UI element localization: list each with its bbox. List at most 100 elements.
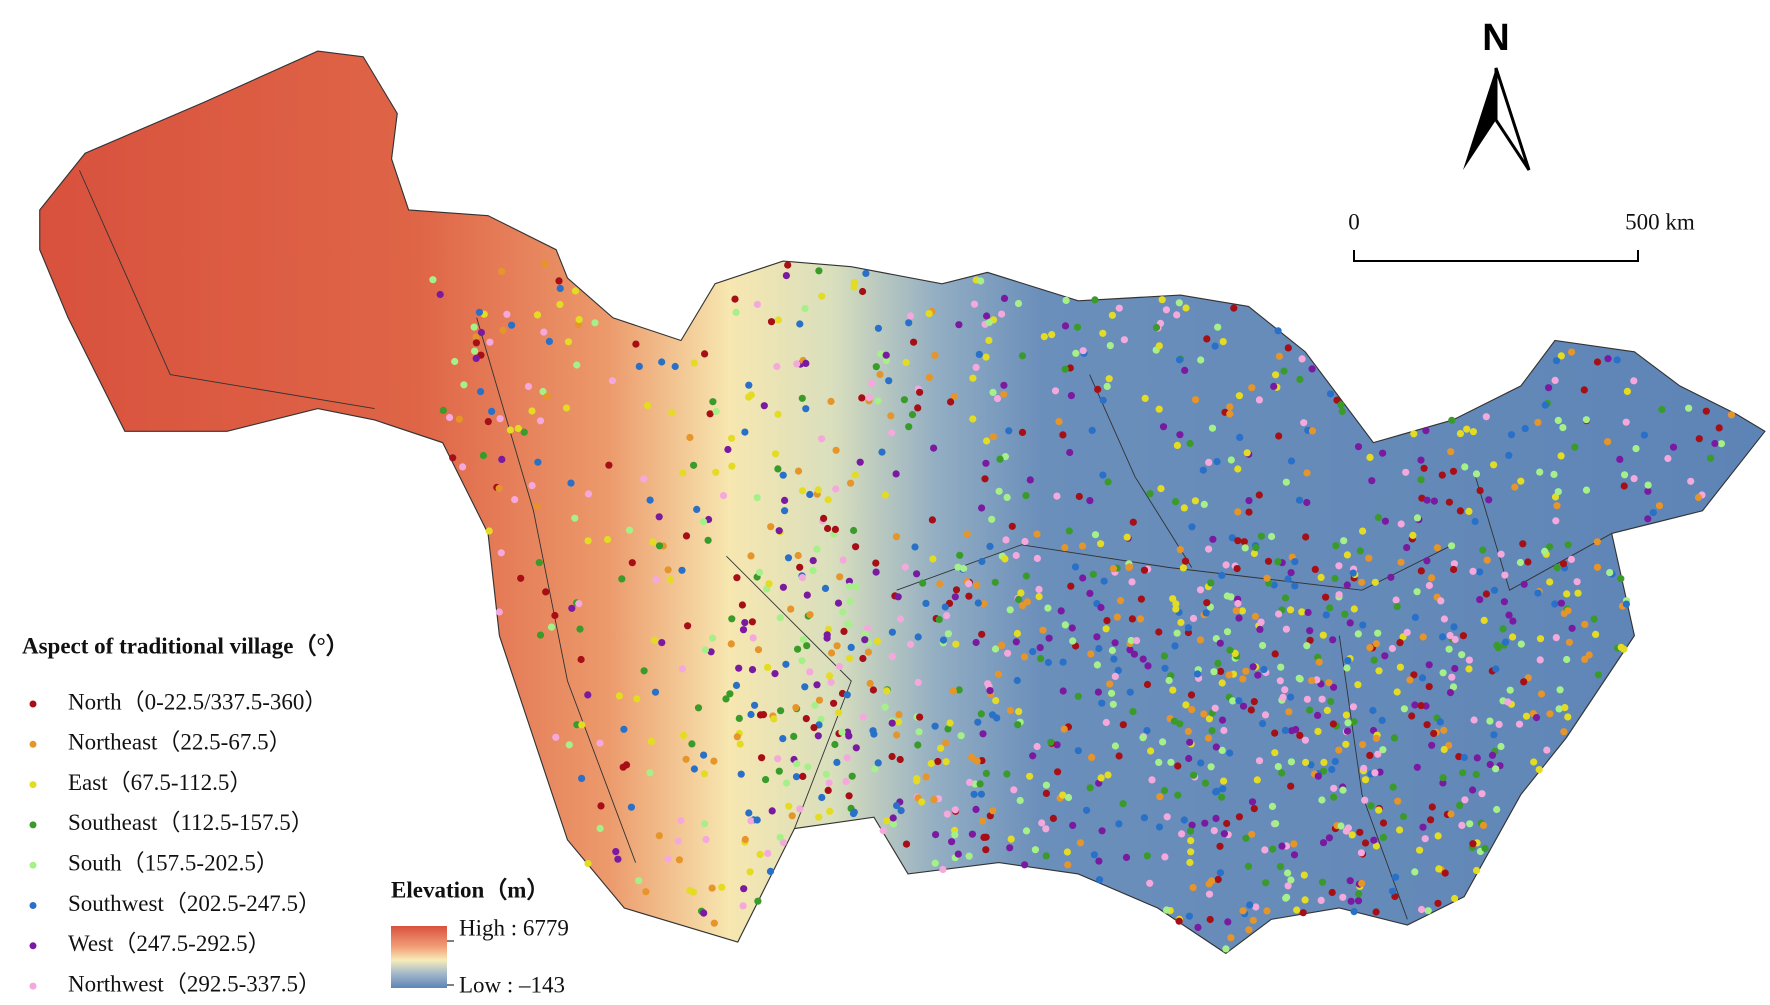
village-point [888, 429, 896, 437]
village-point [1249, 916, 1257, 924]
village-point [896, 755, 904, 764]
village-point [793, 360, 801, 368]
village-point [459, 463, 467, 471]
village-point [1375, 806, 1383, 814]
village-point [1062, 296, 1070, 304]
village-point [818, 435, 826, 443]
village-point [1196, 586, 1205, 594]
village-point [1428, 574, 1436, 582]
village-point [1291, 558, 1299, 566]
village-point [694, 704, 703, 712]
village-point [1264, 557, 1273, 565]
village-point [719, 492, 728, 500]
village-point [836, 573, 844, 581]
village-point [1035, 593, 1043, 601]
village-point [1436, 718, 1444, 726]
village-point [1448, 673, 1456, 681]
village-point [1361, 776, 1370, 784]
village-point [646, 769, 654, 777]
village-point [1330, 683, 1338, 691]
village-point [1317, 896, 1325, 905]
village-point [1163, 813, 1171, 821]
village-point [1541, 547, 1549, 556]
village-point [1234, 465, 1242, 473]
village-point [1287, 782, 1295, 790]
village-point [1253, 776, 1261, 784]
village-point [1271, 749, 1279, 757]
village-point [834, 599, 843, 607]
village-point [738, 601, 747, 609]
village-point [1076, 839, 1085, 847]
village-point [517, 574, 525, 582]
village-point [922, 599, 930, 608]
village-point [1174, 791, 1182, 799]
village-point [874, 397, 882, 405]
village-point [1537, 690, 1546, 698]
village-point [995, 487, 1003, 495]
village-point [1161, 853, 1169, 861]
village-point [1306, 636, 1314, 644]
village-point [688, 740, 696, 748]
village-point [1181, 557, 1190, 565]
village-point [1088, 426, 1096, 434]
village-point [1318, 695, 1326, 703]
village-point [635, 362, 643, 370]
village-point [658, 358, 666, 366]
village-point [873, 637, 882, 645]
village-point [1541, 401, 1549, 409]
village-point [541, 260, 549, 268]
village-point [991, 645, 1000, 653]
village-point [815, 267, 823, 275]
village-point [1152, 323, 1161, 332]
village-point [1449, 683, 1458, 691]
village-point [1146, 490, 1154, 498]
village-point [471, 347, 479, 355]
elevation-low: Low : –143 [459, 972, 565, 997]
village-point [1108, 646, 1116, 655]
village-point [1286, 606, 1295, 614]
village-point [1325, 679, 1333, 687]
village-point [1175, 917, 1183, 925]
village-point [1232, 607, 1240, 615]
village-point [741, 835, 749, 844]
village-point [1440, 726, 1448, 734]
village-point [1004, 649, 1012, 657]
village-point [1517, 640, 1525, 648]
village-point [1388, 887, 1397, 895]
village-point [960, 564, 968, 573]
village-point [1098, 827, 1106, 835]
village-point [1105, 375, 1113, 383]
village-point [916, 713, 924, 721]
village-point [747, 552, 755, 560]
village-point [534, 458, 542, 466]
village-point [939, 865, 947, 874]
village-point [989, 807, 997, 815]
village-point [1350, 605, 1358, 613]
village-point [573, 361, 581, 369]
village-point [1399, 812, 1408, 821]
village-point [908, 411, 917, 419]
village-point [1293, 906, 1301, 914]
village-point [1715, 424, 1723, 432]
village-point [1170, 717, 1178, 725]
village-point [755, 568, 764, 576]
village-point [1284, 575, 1292, 583]
village-point [1128, 615, 1136, 623]
village-point [520, 428, 528, 436]
village-point [991, 578, 999, 586]
elevation-title: Elevation（m） [391, 876, 549, 902]
village-point [1563, 590, 1571, 598]
village-point [821, 584, 830, 593]
village-point [974, 599, 982, 607]
village-point [1640, 431, 1648, 439]
village-point [1103, 617, 1111, 625]
village-point [952, 586, 961, 594]
village-point [1620, 482, 1628, 490]
village-point [1042, 781, 1050, 789]
village-point [503, 310, 511, 318]
village-point [1546, 543, 1554, 551]
village-point [1424, 907, 1432, 915]
village-point [748, 618, 757, 626]
village-point [1223, 628, 1232, 636]
